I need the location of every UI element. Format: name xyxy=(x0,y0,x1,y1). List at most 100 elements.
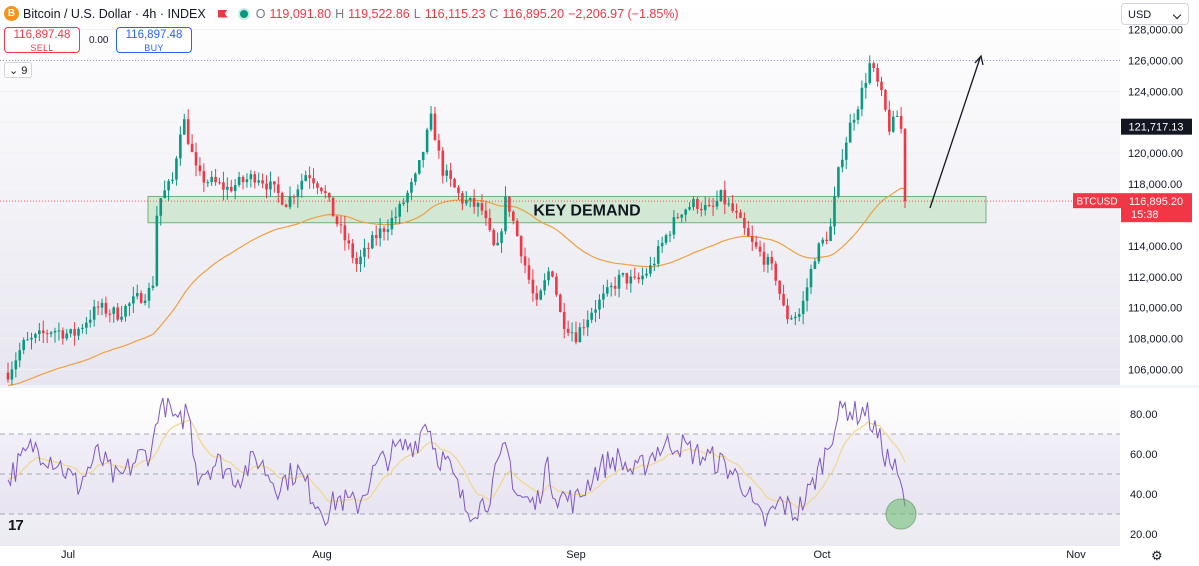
candle[interactable] xyxy=(762,251,766,265)
candle[interactable] xyxy=(339,224,343,226)
candle[interactable] xyxy=(108,313,112,315)
candle[interactable] xyxy=(6,372,10,380)
candle[interactable] xyxy=(190,143,194,152)
candle[interactable] xyxy=(155,215,159,286)
candle[interactable] xyxy=(570,332,574,334)
candle[interactable] xyxy=(833,196,836,227)
candle[interactable] xyxy=(265,183,268,190)
candle[interactable] xyxy=(602,293,605,300)
candle[interactable] xyxy=(128,303,131,306)
candle[interactable] xyxy=(261,180,264,184)
candle[interactable] xyxy=(210,176,213,183)
candle[interactable] xyxy=(645,273,648,276)
candle[interactable] xyxy=(860,87,864,110)
candle[interactable] xyxy=(582,327,586,329)
candle[interactable] xyxy=(754,241,758,247)
candle[interactable] xyxy=(312,178,315,184)
candle[interactable] xyxy=(492,229,496,246)
candle[interactable] xyxy=(727,203,731,205)
candle[interactable] xyxy=(566,328,570,333)
candle[interactable] xyxy=(880,81,883,91)
candle[interactable] xyxy=(774,263,778,281)
key-demand-zone[interactable]: KEY DEMAND xyxy=(147,195,987,224)
candle[interactable] xyxy=(288,196,292,208)
candle[interactable] xyxy=(26,339,29,341)
candle[interactable] xyxy=(49,332,53,335)
candle[interactable] xyxy=(837,167,840,197)
candle[interactable] xyxy=(441,150,445,176)
candle[interactable] xyxy=(30,337,33,340)
candle[interactable] xyxy=(45,333,49,335)
candle[interactable] xyxy=(778,280,781,294)
candle[interactable] xyxy=(100,302,104,308)
candle[interactable] xyxy=(22,340,25,351)
candle[interactable] xyxy=(856,109,860,120)
candle[interactable] xyxy=(903,128,907,202)
candle[interactable] xyxy=(124,305,127,317)
candle[interactable] xyxy=(135,292,139,297)
candle[interactable] xyxy=(151,285,155,288)
candle[interactable] xyxy=(284,204,288,208)
candle[interactable] xyxy=(104,302,108,314)
candle[interactable] xyxy=(711,205,715,207)
candle[interactable] xyxy=(233,185,237,192)
candle[interactable] xyxy=(132,296,135,304)
candle[interactable] xyxy=(500,231,503,243)
candle[interactable] xyxy=(841,159,844,168)
candle[interactable] xyxy=(367,247,370,249)
candle[interactable] xyxy=(398,203,402,217)
candle[interactable] xyxy=(872,63,875,69)
candle[interactable] xyxy=(316,183,319,188)
candle[interactable] xyxy=(809,268,813,288)
candle[interactable] xyxy=(790,318,793,320)
candle[interactable] xyxy=(731,203,734,211)
candle[interactable] xyxy=(794,316,797,319)
candle[interactable] xyxy=(527,265,531,280)
candle[interactable] xyxy=(406,192,409,203)
candle[interactable] xyxy=(10,369,14,380)
candle[interactable] xyxy=(257,180,260,183)
candle[interactable] xyxy=(414,173,417,182)
candle[interactable] xyxy=(876,68,879,82)
candle[interactable] xyxy=(343,225,347,241)
candle[interactable] xyxy=(664,235,668,243)
candle[interactable] xyxy=(844,142,848,160)
candle[interactable] xyxy=(621,273,625,275)
candle[interactable] xyxy=(715,200,719,207)
candle[interactable] xyxy=(229,186,233,192)
candle[interactable] xyxy=(511,211,515,221)
candle[interactable] xyxy=(684,209,687,215)
candle[interactable] xyxy=(782,293,785,306)
candle[interactable] xyxy=(355,257,358,265)
candle[interactable] xyxy=(723,189,727,205)
candle[interactable] xyxy=(488,218,492,230)
candle[interactable] xyxy=(429,113,433,130)
candle[interactable] xyxy=(308,175,311,179)
candle[interactable] xyxy=(735,210,738,213)
candle[interactable] xyxy=(476,203,480,207)
candle[interactable] xyxy=(175,158,178,180)
candle[interactable] xyxy=(320,187,323,192)
candle[interactable] xyxy=(770,256,774,264)
candle[interactable] xyxy=(167,181,170,191)
candle[interactable] xyxy=(182,119,186,135)
candle[interactable] xyxy=(65,333,69,339)
candle[interactable] xyxy=(437,140,441,151)
sell-button[interactable]: 116,897.48 SELL xyxy=(4,27,80,53)
candle[interactable] xyxy=(57,330,61,332)
candle[interactable] xyxy=(696,199,699,209)
candle[interactable] xyxy=(139,292,143,303)
candle[interactable] xyxy=(327,193,331,198)
pane-separator[interactable] xyxy=(0,385,1199,388)
candle[interactable] xyxy=(672,217,676,235)
candle[interactable] xyxy=(884,90,887,110)
candle[interactable] xyxy=(817,243,821,262)
candle[interactable] xyxy=(417,160,421,174)
candle[interactable] xyxy=(484,210,488,219)
candle[interactable] xyxy=(464,199,468,204)
candle[interactable] xyxy=(523,256,527,266)
candle[interactable] xyxy=(574,332,578,343)
candle[interactable] xyxy=(747,228,750,237)
currency-select[interactable]: USD xyxy=(1121,3,1189,25)
candle[interactable] xyxy=(739,212,742,218)
